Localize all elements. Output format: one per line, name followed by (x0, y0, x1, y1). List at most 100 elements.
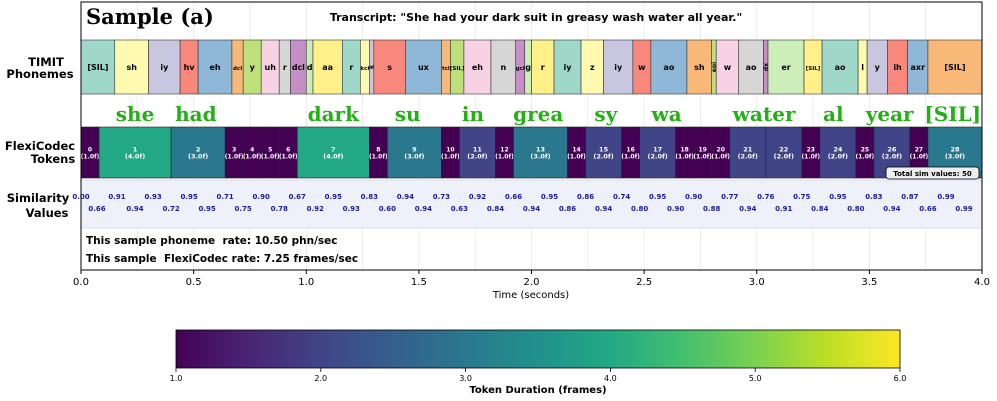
token-box (296, 126, 370, 179)
similarity-value: 0.95 (541, 193, 558, 201)
word-label: wa (651, 102, 682, 126)
word-label: su (395, 102, 421, 126)
token-segment: 23(1.0f) (801, 126, 820, 179)
phoneme-segment: iy (553, 39, 582, 95)
token-id: 19 (699, 147, 707, 154)
token-duration: (1.0f) (243, 154, 262, 161)
token-duration: (3.0f) (188, 153, 208, 161)
token-id: 16 (626, 147, 634, 154)
similarity-value: 0.67 (289, 193, 306, 201)
similarity-value: 0.95 (649, 193, 666, 201)
similarity-value: 0.99 (955, 205, 972, 213)
token-segment: 10(1.0f) (441, 126, 460, 179)
phoneme-segment: ux (405, 39, 442, 95)
token-segment: 15(2.0f) (585, 126, 622, 179)
phoneme-segment: r (341, 39, 361, 95)
phoneme-label: aa (322, 63, 333, 72)
similarity-value: 0.66 (88, 205, 105, 213)
phoneme-label: ih (893, 63, 902, 72)
row-label-similarity-2: Values (26, 206, 69, 220)
transcript: Transcript: "She had your dark suit in g… (330, 11, 742, 24)
token-segment: 9(3.0f) (387, 126, 442, 179)
x-axis-label: Time (seconds) (492, 290, 569, 301)
similarity-value: 0.75 (793, 193, 810, 201)
phoneme-label: d (307, 63, 313, 72)
phoneme-segment: ao (738, 39, 764, 95)
token-segment: 5(1.0f) (261, 126, 280, 179)
token-row: 0(1.0f)1(4.0f)2(3.0f)3(1.0f)4(1.0f)5(1.0… (81, 126, 983, 180)
similarity-value: 0.88 (703, 205, 720, 213)
total-sim-label: Total sim values: 50 (893, 170, 972, 178)
word-row: she had dark su in grea sy wa wa ter al year [SIL] (116, 102, 981, 126)
phoneme-box (650, 39, 688, 95)
word-label: dark (308, 102, 360, 126)
phoneme-box (312, 39, 343, 95)
token-duration: (1.0f) (261, 154, 280, 161)
token-segment: 18(1.0f) (675, 126, 694, 179)
token-duration: (1.0f) (621, 154, 640, 161)
token-id: 22 (779, 146, 788, 154)
phoneme-label: k (369, 64, 376, 69)
token-segment: 24(2.0f) (819, 126, 857, 179)
phoneme-label: sh (126, 63, 137, 72)
phoneme-label: ao (746, 63, 757, 72)
token-box (170, 126, 226, 179)
phoneme-segment: r (278, 39, 291, 95)
phoneme-label: kcl (360, 66, 369, 72)
token-duration: (3.0f) (530, 153, 550, 161)
phoneme-segment: [SIL] (803, 39, 823, 95)
similarity-value: 0.93 (343, 205, 360, 213)
similarity-value: 0.94 (126, 205, 143, 213)
phoneme-segment: w (715, 39, 740, 95)
similarity-value: 0.66 (919, 205, 936, 213)
token-segment: 19(1.0f) (693, 126, 712, 179)
token-box (729, 126, 767, 179)
similarity-value: 0.86 (559, 205, 576, 213)
similarity-band (80, 179, 983, 229)
token-box (459, 126, 496, 179)
x-tick-label: 2.0 (524, 277, 540, 288)
token-id: 6 (286, 147, 290, 154)
token-segment: 0(1.0f) (81, 126, 100, 179)
token-duration: (2.0f) (774, 153, 794, 161)
phoneme-box (686, 39, 712, 95)
token-duration: (3.0f) (404, 153, 424, 161)
token-id: 26 (887, 146, 897, 154)
row-label-phonemes-2: Phonemes (6, 67, 73, 81)
token-box (765, 126, 803, 179)
token-segment: 4(1.0f) (243, 126, 262, 179)
row-label-phonemes-1: TIMIT (28, 55, 64, 69)
similarity-value: 0.95 (180, 193, 197, 201)
x-tick-label: 1.5 (411, 277, 427, 288)
x-tick-label: 1.0 (298, 277, 314, 288)
token-id: 25 (861, 147, 869, 154)
phoneme-label: eh (209, 63, 220, 72)
colorbar-tick-label: 6.0 (894, 374, 907, 383)
similarity-value: 0.66 (505, 193, 522, 201)
phoneme-box (490, 39, 517, 95)
token-id: 10 (446, 147, 454, 154)
phoneme-rate: This sample phoneme rate: 10.50 phn/sec (86, 235, 338, 247)
phoneme-box (553, 39, 582, 95)
similarity-value: 0.94 (523, 205, 540, 213)
phoneme-segment: eh (197, 39, 233, 95)
token-segment: 12(1.0f) (495, 126, 514, 179)
token-segment: 22(2.0f) (765, 126, 803, 179)
phoneme-label: r (349, 63, 353, 72)
word-label: al (823, 102, 844, 126)
colorbar-label: Token Duration (frames) (469, 385, 606, 396)
phoneme-label: z (590, 63, 595, 72)
token-id: 9 (412, 146, 417, 154)
phoneme-segment: gcl (515, 39, 526, 95)
token-id: 23 (807, 147, 815, 154)
phoneme-box (148, 39, 181, 95)
row-label-tokens-1: FlexiCodec (5, 139, 75, 153)
phoneme-label: hv (184, 63, 196, 72)
token-box (585, 126, 622, 179)
similarity-value: 0.92 (469, 193, 486, 201)
phoneme-label: r (283, 63, 287, 72)
phoneme-segment: er (767, 39, 805, 95)
phoneme-label: s (387, 63, 392, 72)
phoneme-label: w (638, 63, 646, 72)
